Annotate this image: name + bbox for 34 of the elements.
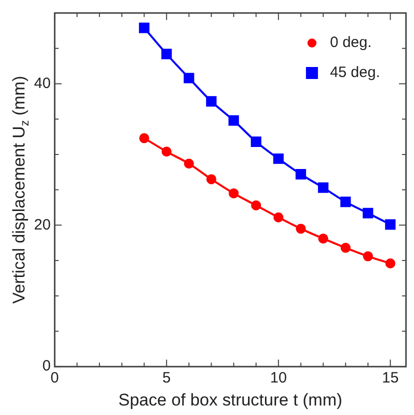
point <box>362 208 374 218</box>
point <box>273 212 284 222</box>
point <box>296 169 306 180</box>
point <box>340 242 351 253</box>
point <box>385 219 396 230</box>
x-axis-title: Space of box structure t (mm) <box>118 390 342 410</box>
point <box>228 115 239 126</box>
point <box>318 182 328 193</box>
y-tick-label: 40 <box>34 74 51 92</box>
point <box>385 258 396 268</box>
point <box>362 251 373 262</box>
point <box>296 224 306 234</box>
point <box>162 146 172 157</box>
point <box>184 72 194 84</box>
legend-label: 45 deg. <box>330 64 380 82</box>
x-tick-label: 5 <box>162 370 171 387</box>
point <box>161 48 172 60</box>
point <box>340 196 351 208</box>
legend-label: 0 deg. <box>330 34 372 52</box>
point <box>318 234 328 244</box>
point <box>139 133 150 144</box>
y-axis-title: Vertical displacement Uz (mm) <box>10 76 32 304</box>
y-tick-label: 0 <box>42 358 51 375</box>
point <box>251 200 262 210</box>
point <box>228 188 239 198</box>
point <box>206 174 216 184</box>
point <box>273 153 284 164</box>
point <box>206 96 217 107</box>
point <box>250 136 262 147</box>
y-tick-label: 20 <box>34 216 51 234</box>
x-tick-label: 10 <box>270 370 287 387</box>
point <box>138 22 150 34</box>
point <box>184 158 194 169</box>
x-tick-label: 15 <box>382 370 399 387</box>
